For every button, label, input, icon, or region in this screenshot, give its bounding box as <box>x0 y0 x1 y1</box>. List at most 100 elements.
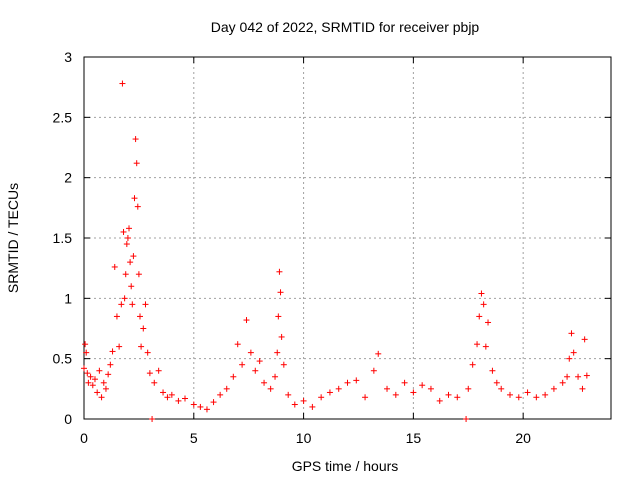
data-point <box>89 382 96 389</box>
data-point <box>384 385 391 392</box>
data-point <box>498 385 505 392</box>
data-point <box>362 394 369 401</box>
y-tick-label: 1 <box>64 290 72 306</box>
plot-frame <box>83 56 612 420</box>
data-point <box>243 317 250 324</box>
data-point <box>392 391 399 398</box>
y-tick-labels: 0 0.5 1 1.5 2 2.5 3 <box>53 49 73 427</box>
data-point <box>210 399 217 406</box>
x-axis-label: GPS time / hours <box>292 458 399 474</box>
data-point <box>129 301 136 308</box>
data-point <box>164 394 171 401</box>
data-point <box>568 330 575 337</box>
data-point <box>335 385 342 392</box>
data-point <box>318 394 325 401</box>
data-point <box>353 377 360 384</box>
data-point <box>575 373 582 380</box>
axis-ticks <box>83 56 611 420</box>
data-point <box>96 367 103 374</box>
data-point <box>309 403 316 410</box>
data-point <box>107 361 114 368</box>
data-point <box>111 263 118 270</box>
data-point <box>267 385 274 392</box>
data-point <box>100 379 107 386</box>
data-point <box>533 394 540 401</box>
data-point <box>564 373 571 380</box>
data-point <box>113 313 120 320</box>
y-axis-label: SRMTID / TECUs <box>5 183 21 293</box>
data-point <box>436 397 443 404</box>
y-tick-label: 3 <box>64 49 72 65</box>
data-point <box>277 289 284 296</box>
data-point <box>252 367 259 374</box>
data-point <box>570 349 577 356</box>
data-point <box>144 349 151 356</box>
data-point <box>105 371 112 378</box>
data-point <box>542 391 549 398</box>
data-point <box>126 225 133 232</box>
data-point <box>275 313 282 320</box>
data-point <box>136 313 143 320</box>
data-point <box>419 382 426 389</box>
data-point <box>81 365 87 372</box>
data-point <box>119 80 126 87</box>
data-point <box>291 401 298 408</box>
data-point <box>87 373 94 380</box>
y-tick-label: 0.5 <box>53 351 73 367</box>
data-point <box>91 376 98 383</box>
data-point <box>261 379 268 386</box>
data-point <box>132 136 139 143</box>
data-point <box>247 349 254 356</box>
data-point <box>203 406 210 413</box>
data-point <box>370 367 377 374</box>
data-point <box>478 290 485 297</box>
data-point <box>121 295 128 302</box>
data-point <box>197 403 204 410</box>
data-point <box>285 391 292 398</box>
data-point <box>175 397 182 404</box>
data-point <box>102 385 109 392</box>
data-point <box>217 391 224 398</box>
chart-title: Day 042 of 2022, SRMTID for receiver pbj… <box>211 19 480 35</box>
data-point <box>445 391 452 398</box>
data-point <box>581 336 588 343</box>
data-point <box>489 367 496 374</box>
y-tick-label: 2 <box>64 170 72 186</box>
data-point <box>85 379 92 386</box>
data-point <box>493 379 500 386</box>
data-point <box>223 385 230 392</box>
data-point <box>485 319 492 326</box>
data-point <box>94 389 101 396</box>
data-point <box>118 301 125 308</box>
data-point <box>160 389 167 396</box>
data-point <box>427 385 434 392</box>
data-point <box>234 341 241 348</box>
data-point <box>239 361 246 368</box>
data-point <box>276 268 283 275</box>
data-point <box>579 385 586 392</box>
data-point <box>138 343 145 350</box>
x-tick-labels: 0 5 10 15 20 <box>80 430 531 446</box>
data-point <box>463 416 470 422</box>
data-point <box>524 389 531 396</box>
data-point <box>109 348 116 355</box>
x-tick-label: 15 <box>406 430 422 446</box>
data-point <box>410 389 417 396</box>
data-point <box>142 301 149 308</box>
data-point <box>550 385 557 392</box>
data-point <box>515 394 522 401</box>
data-point <box>274 349 281 356</box>
data-point <box>130 253 137 260</box>
data-point <box>326 389 333 396</box>
data-point <box>155 367 162 374</box>
data-point <box>401 379 408 386</box>
x-tick-label: 20 <box>515 430 531 446</box>
data-point <box>256 358 263 365</box>
data-point <box>122 271 129 278</box>
data-point <box>482 343 489 350</box>
data-point <box>182 395 189 402</box>
y-tick-label: 1.5 <box>53 230 73 246</box>
data-point <box>375 350 382 357</box>
data-point <box>480 301 487 308</box>
